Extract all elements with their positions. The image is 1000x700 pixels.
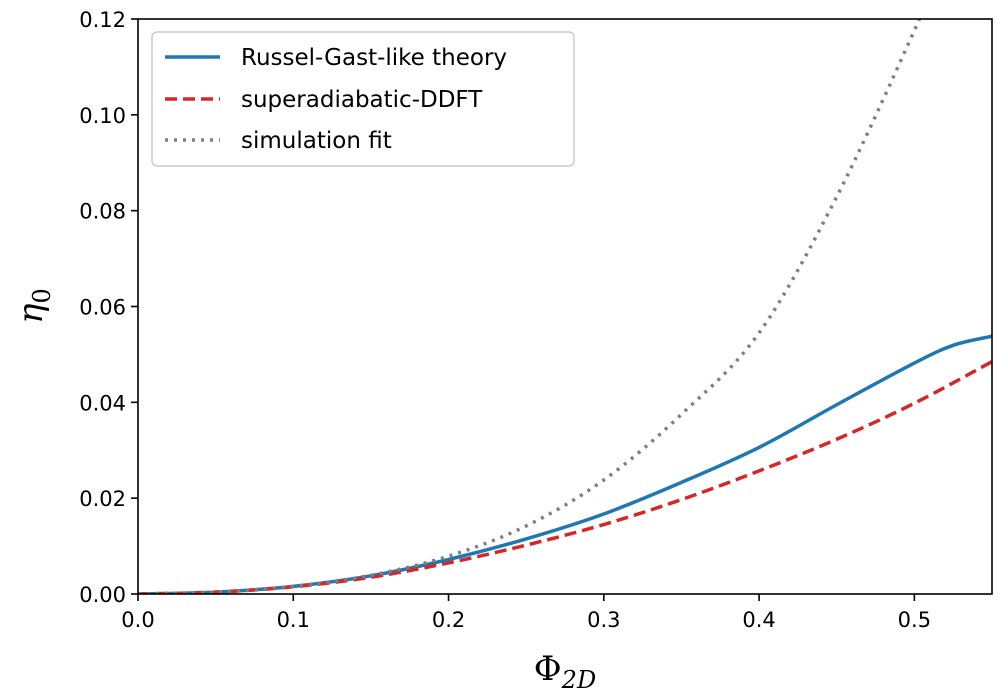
legend-label-russel-gast: Russel-Gast-like theory: [241, 45, 507, 71]
y-axis-label-main: η: [11, 303, 51, 324]
x-axis-ticks: 0.0 0.1 0.2 0.3 0.4 0.5: [121, 594, 931, 632]
legend-entry-russel-gast: Russel-Gast-like theory: [165, 45, 507, 71]
x-axis-label-main: Φ: [534, 649, 562, 689]
legend-label-simulation-fit: simulation fit: [241, 128, 392, 154]
y-tick-label: 0.00: [79, 583, 126, 607]
x-tick-label: 0.4: [742, 608, 775, 632]
y-tick-label: 0.06: [79, 296, 126, 320]
y-axis-ticks: 0.00 0.02 0.04 0.06 0.08 0.10 0.12: [79, 8, 138, 607]
y-tick-label: 0.02: [79, 487, 126, 511]
x-tick-label: 0.1: [277, 608, 310, 632]
y-tick-label: 0.10: [79, 104, 126, 128]
y-tick-label: 0.04: [79, 391, 126, 415]
legend-entry-simulation-fit: simulation fit: [165, 128, 392, 154]
series-line-simulation-fit: [138, 19, 922, 594]
x-tick-label: 0.5: [898, 608, 931, 632]
legend-label-superadiabatic-ddft: superadiabatic-DDFT: [241, 87, 483, 113]
legend: Russel-Gast-like theory superadiabatic-D…: [151, 31, 575, 167]
x-tick-label: 0.3: [587, 608, 620, 632]
y-tick-label: 0.08: [79, 200, 126, 224]
y-tick-label: 0.12: [79, 8, 126, 32]
legend-box: [151, 31, 575, 167]
legend-entry-superadiabatic-ddft: superadiabatic-DDFT: [165, 87, 483, 113]
y-axis-label-subscript: 0: [28, 288, 56, 303]
y-axis-label: η0: [11, 288, 56, 324]
x-tick-label: 0.2: [432, 608, 465, 632]
x-tick-label: 0.0: [121, 608, 154, 632]
series-layer: [138, 19, 992, 594]
x-axis-label-subscript: 2D: [561, 666, 597, 694]
x-axis-label: Φ2D: [534, 649, 596, 694]
